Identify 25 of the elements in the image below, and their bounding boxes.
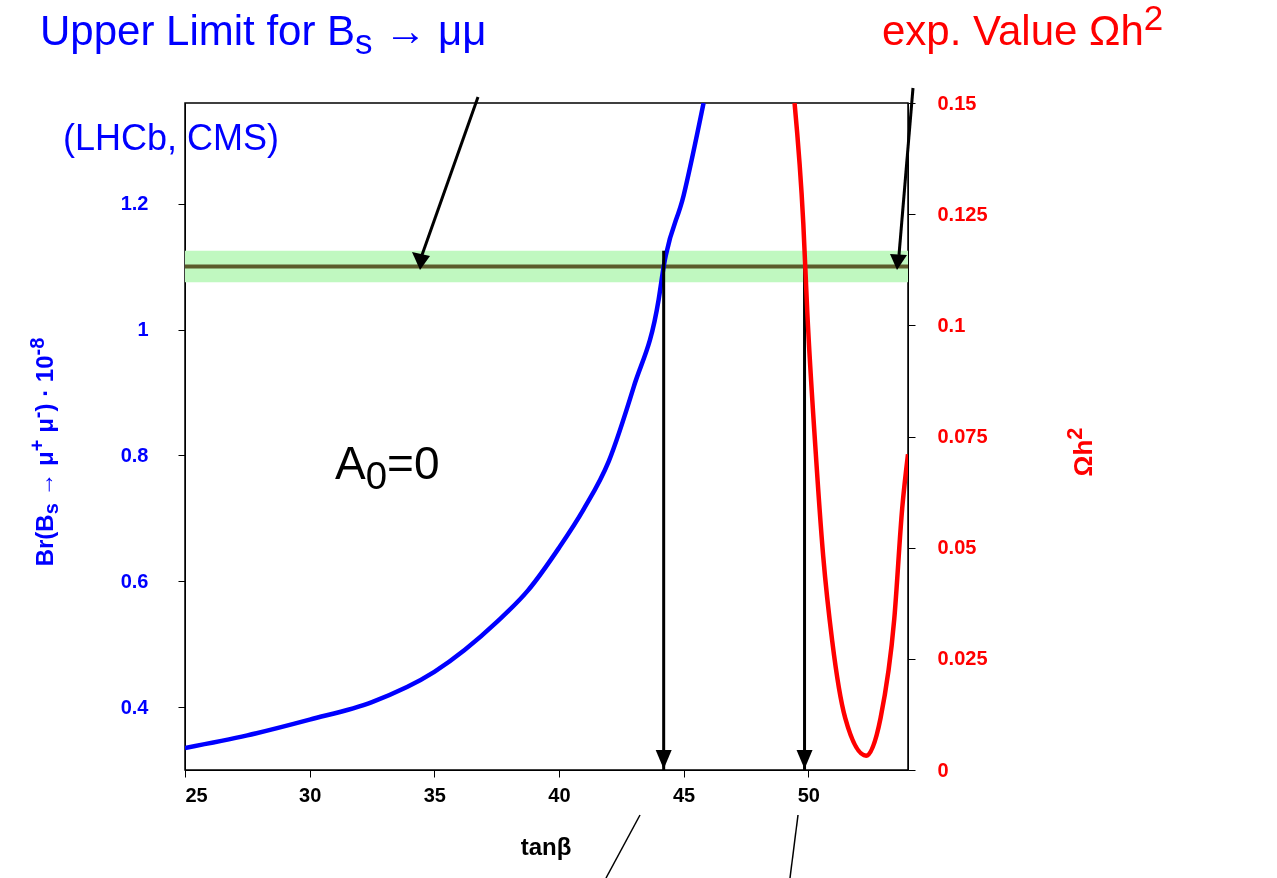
x-axis-title: tanβ (520, 833, 572, 860)
y-tick-label: 1.2 (120, 192, 149, 215)
x-tick-label: 25 (185, 783, 208, 806)
y2-tick-label: 0.15 (937, 91, 977, 114)
y2-tick-label: 0.125 (937, 202, 988, 225)
line-series (792, 103, 908, 759)
annotation: A$_{0}$=0 (335, 437, 440, 498)
x-tick-label: 30 (299, 783, 322, 806)
line-series (185, 103, 706, 751)
chart-title: Upper Limit for B$_{s}$ → μμ (40, 7, 487, 62)
y2-tick-label: 0.025 (937, 647, 988, 670)
y-tick-label: 0.6 (120, 569, 149, 592)
y2-tick-label: 0 (937, 758, 949, 781)
y-tick-label: 0.4 (120, 695, 150, 718)
y2-tick-label: 0.1 (937, 313, 966, 336)
x-tick-label: 50 (797, 783, 820, 806)
x-tick-label: 35 (423, 783, 446, 806)
text: exp. Value Ωh$^{2}$ (882, 0, 1164, 54)
y2-tick-label: 0.05 (937, 536, 977, 559)
y2-tick-label: 0.075 (937, 425, 988, 447)
x-tick-label: 40 (548, 783, 571, 806)
x-tick-label: 45 (673, 783, 696, 806)
y-tick-label: 0.8 (120, 443, 149, 466)
chart-subtitle: (LHCb, CMS) (63, 117, 280, 158)
y-tick-label: 1 (137, 318, 149, 341)
